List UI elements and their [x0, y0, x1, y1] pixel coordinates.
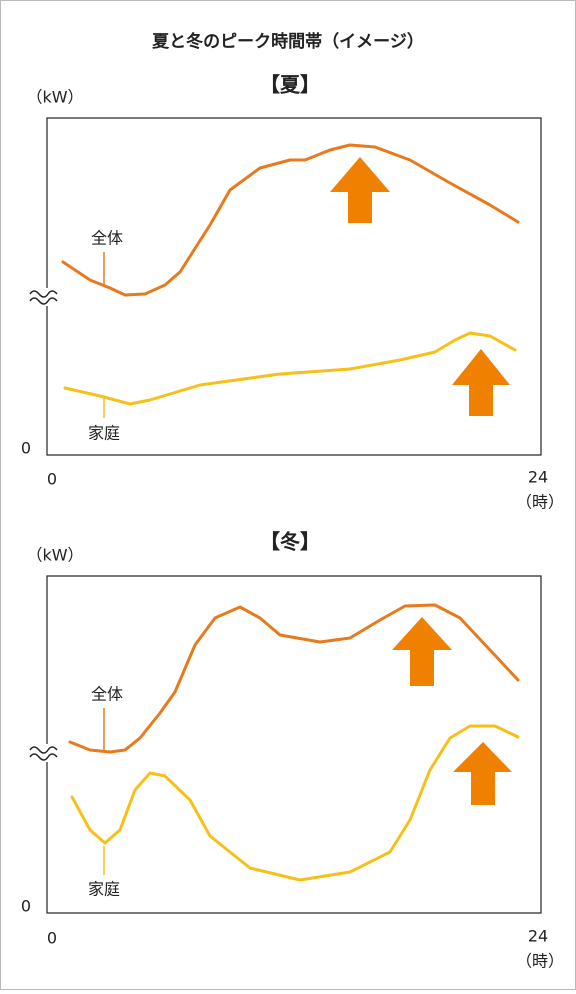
winter-panel: 【冬】 （kW） 0 0 24 （時） 全体 家庭: [21, 530, 564, 971]
axis-break: [29, 746, 58, 761]
x-unit: （時）: [516, 493, 564, 512]
series-label: 家庭: [88, 424, 120, 443]
panel-heading: 【夏】: [260, 73, 320, 97]
series-label: 全体: [91, 229, 123, 248]
plot-frame: [46, 117, 542, 456]
y-origin: 0: [21, 897, 31, 916]
x-unit: （時）: [516, 952, 564, 971]
household-curve: [63, 331, 517, 406]
peak-arrow: [452, 349, 510, 416]
x-start: 0: [47, 470, 57, 489]
series-label: 家庭: [88, 880, 120, 899]
summer-panel: 【夏】 （kW） 0 0 24 （時） 全体 家庭: [21, 73, 564, 512]
x-start: 0: [47, 929, 57, 948]
total-curve: [68, 603, 520, 754]
total-curve: [61, 143, 520, 297]
x-end: 24: [528, 468, 548, 487]
peak-arrow: [392, 617, 452, 686]
series-label: 全体: [91, 685, 123, 704]
peak-arrow: [453, 742, 512, 805]
peak-arrow: [330, 157, 390, 223]
x-end: 24: [528, 927, 548, 946]
y-unit: （kW）: [26, 88, 83, 107]
y-origin: 0: [21, 439, 31, 458]
household-curve: [70, 724, 520, 882]
y-unit: （kW）: [26, 546, 83, 565]
title: 夏と冬のピーク時間帯（イメージ）: [152, 31, 424, 52]
panel-heading: 【冬】: [260, 530, 320, 554]
axis-break: [29, 290, 58, 305]
